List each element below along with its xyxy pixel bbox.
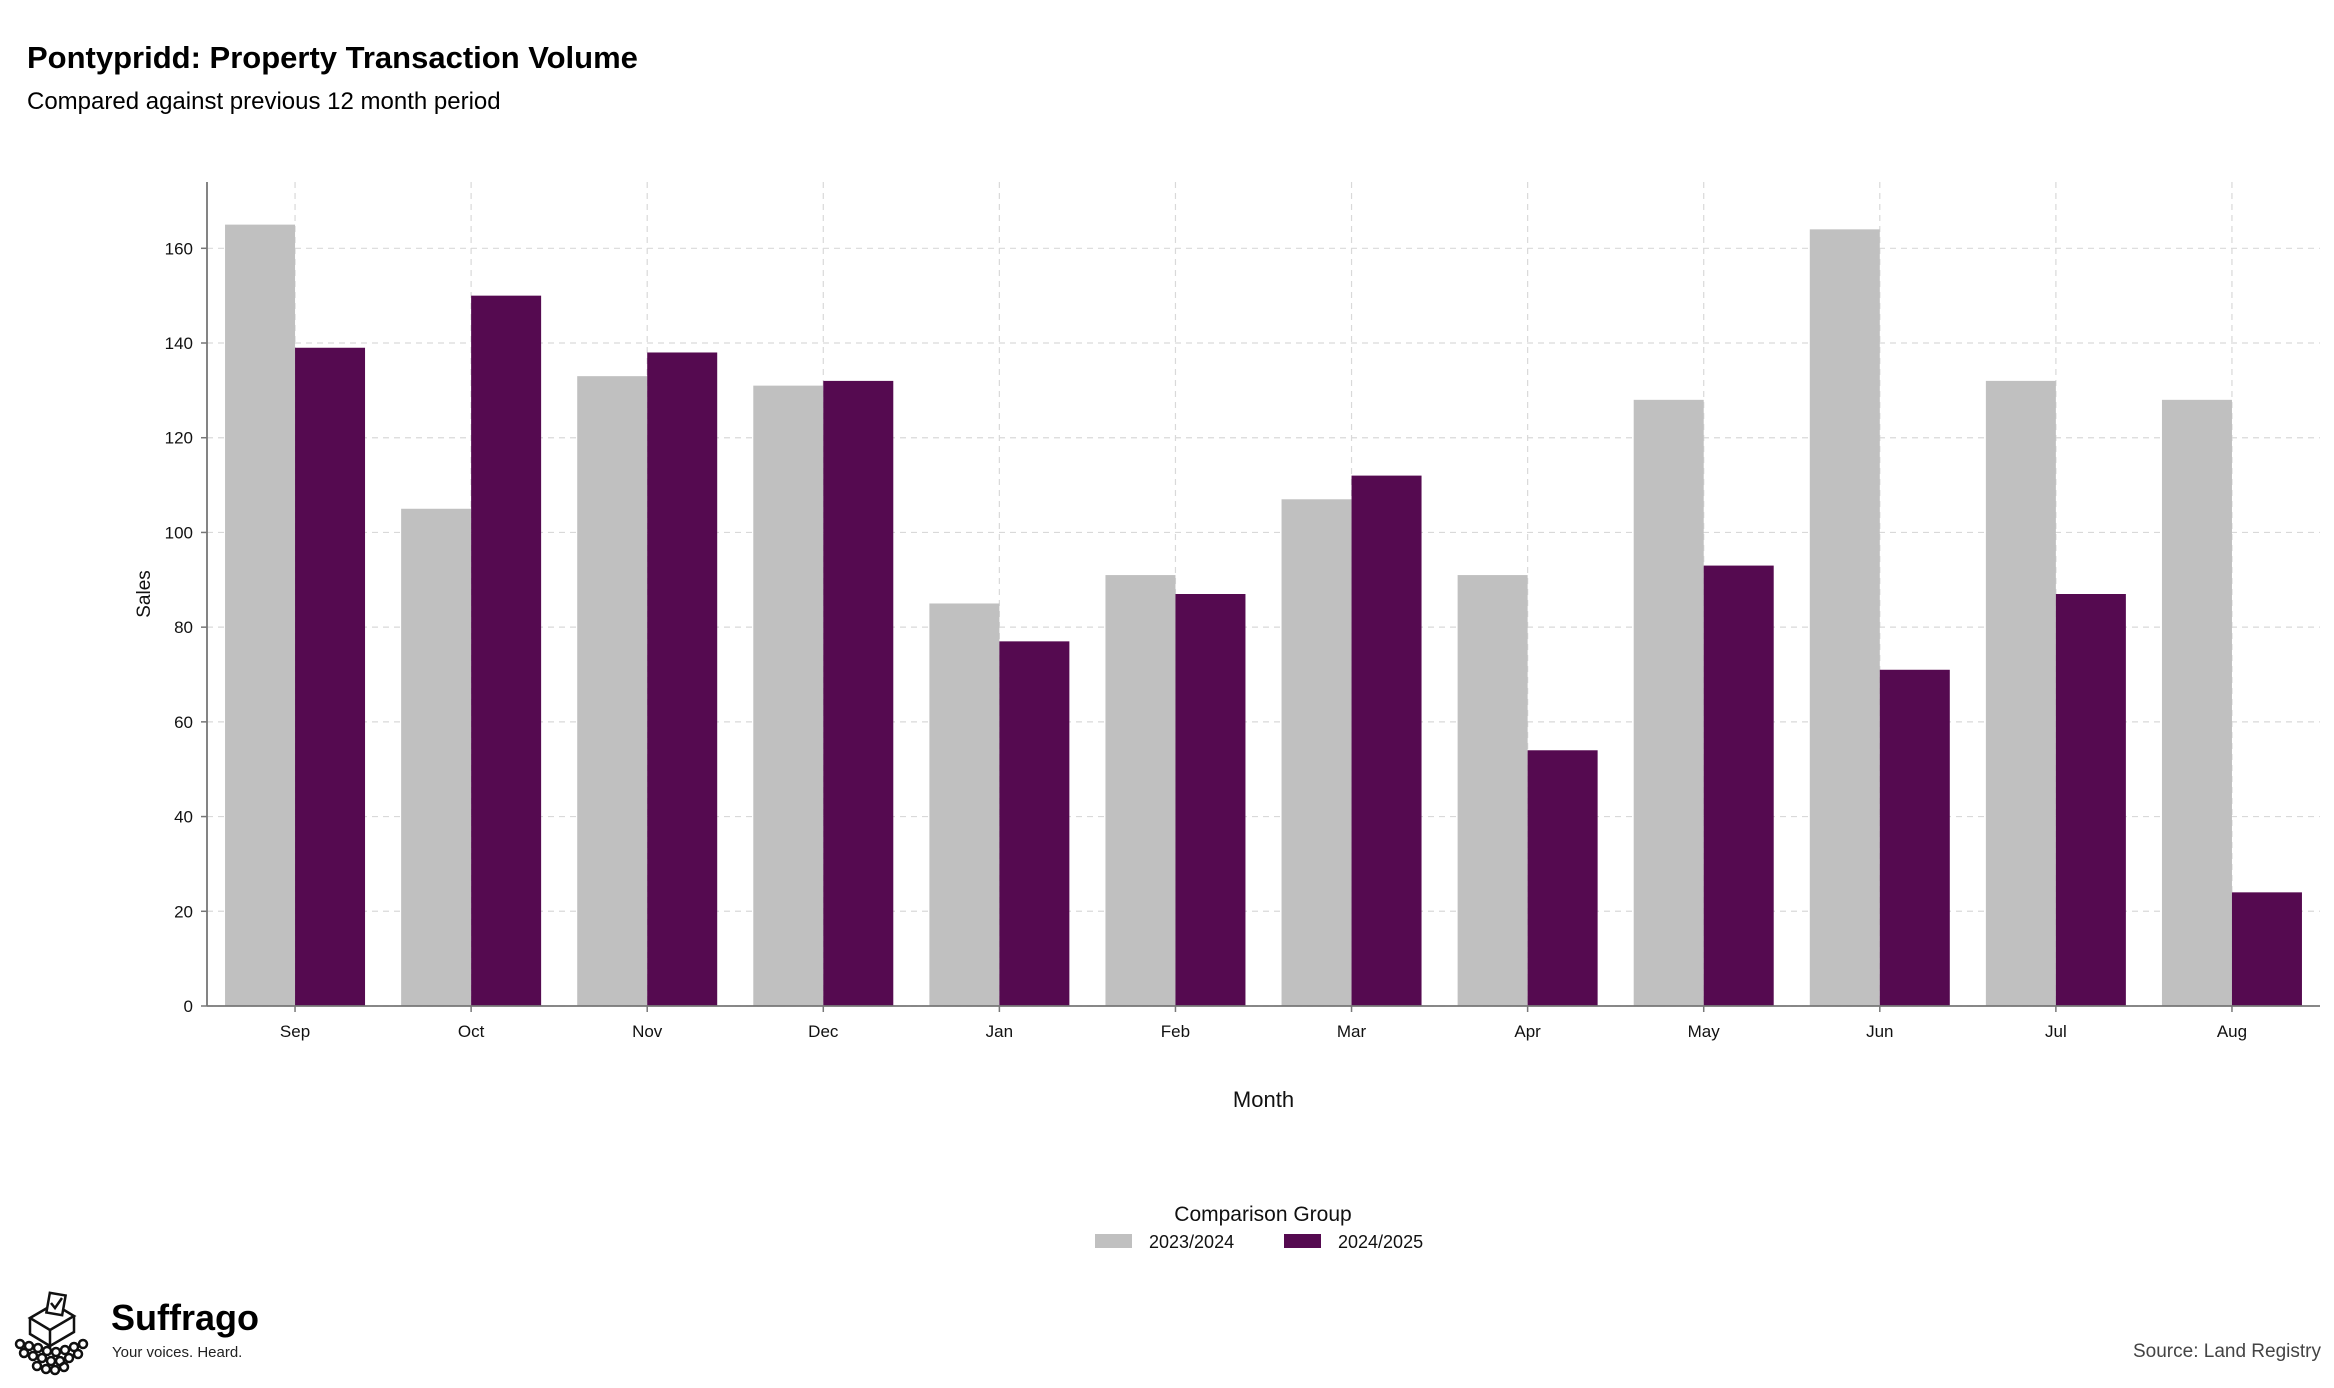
bar-2024-2025-mar — [1351, 475, 1422, 1006]
bar-2024-2025-dec — [823, 380, 894, 1006]
y-tick-label: 160 — [165, 239, 193, 258]
logo-tagline: Your voices. Heard. — [112, 1344, 243, 1361]
bar-2024-2025-aug — [2231, 892, 2302, 1006]
bar-2024-2025-feb — [1175, 594, 1246, 1006]
bar-2023-2024-jun — [1809, 229, 1880, 1006]
x-tick-label: Dec — [808, 1022, 839, 1041]
legend-label: 2024/2025 — [1338, 1232, 1423, 1252]
chart-subtitle: Compared against previous 12 month perio… — [27, 88, 501, 115]
bar-2023-2024-sep — [225, 224, 296, 1006]
source-note: Source: Land Registry — [2133, 1341, 2321, 1362]
x-tick-label: Oct — [458, 1022, 485, 1041]
bar-2023-2024-nov — [577, 376, 648, 1007]
bar-2023-2024-mar — [1281, 499, 1352, 1006]
y-tick-label: 60 — [174, 713, 193, 732]
bars — [225, 224, 2302, 1007]
x-tick-label: Sep — [280, 1022, 310, 1041]
bar-2023-2024-jan — [929, 603, 1000, 1006]
bar-2023-2024-feb — [1105, 575, 1176, 1006]
bar-2024-2025-may — [1703, 565, 1774, 1006]
axis-labels: 0 20 40 60 80 100 120 140 160 Sep Oct Nov Dec Jan Feb M… — [134, 239, 2247, 1112]
y-tick-label: 140 — [165, 334, 193, 353]
legend-swatch — [1095, 1234, 1132, 1248]
x-tick-label: Jul — [2045, 1022, 2067, 1041]
y-tick-label: 40 — [174, 808, 193, 827]
bar-2024-2025-jun — [1879, 669, 1950, 1006]
bar-2023-2024-jul — [1985, 380, 2056, 1006]
bar-2023-2024-aug — [2161, 399, 2232, 1006]
y-tick-label: 20 — [174, 902, 193, 921]
bar-2023-2024-oct — [401, 508, 472, 1006]
y-tick-label: 100 — [165, 523, 193, 542]
x-tick-label: Nov — [632, 1022, 663, 1041]
chart-title: Pontypridd: Property Transaction Volume — [27, 40, 638, 75]
x-tick-label: Apr — [1514, 1022, 1541, 1041]
bar-2023-2024-apr — [1457, 575, 1528, 1006]
bar-2023-2024-may — [1633, 399, 1704, 1006]
bar-2024-2025-nov — [647, 352, 718, 1006]
legend-swatch — [1284, 1234, 1321, 1248]
bar-2024-2025-apr — [1527, 750, 1598, 1006]
bar-2024-2025-sep — [295, 347, 366, 1006]
x-tick-label: Jan — [986, 1022, 1013, 1041]
x-tick-label: Feb — [1161, 1022, 1190, 1041]
bar-2024-2025-jan — [999, 641, 1070, 1006]
y-axis-title: Sales — [134, 570, 155, 618]
x-tick-label: Mar — [1337, 1022, 1367, 1041]
y-tick-label: 80 — [174, 618, 193, 637]
y-tick-label: 120 — [165, 429, 193, 448]
legend: Comparison Group 2023/2024 2024/2025 — [1095, 1203, 1423, 1252]
x-tick-label: Aug — [2217, 1022, 2247, 1041]
x-tick-label: Jun — [1866, 1022, 1893, 1041]
x-axis-title: Month — [1233, 1087, 1294, 1112]
legend-title: Comparison Group — [1174, 1203, 1351, 1226]
bar-2024-2025-jul — [2055, 594, 2126, 1006]
logo-name: Suffrago — [111, 1297, 259, 1338]
bar-2024-2025-oct — [471, 295, 542, 1007]
bar-2023-2024-dec — [753, 385, 824, 1006]
x-tick-label: May — [1688, 1022, 1721, 1041]
legend-label: 2023/2024 — [1149, 1232, 1234, 1252]
y-tick-label: 0 — [184, 997, 193, 1016]
axes — [201, 182, 2320, 1012]
ballot-box-icon — [14, 1291, 89, 1376]
